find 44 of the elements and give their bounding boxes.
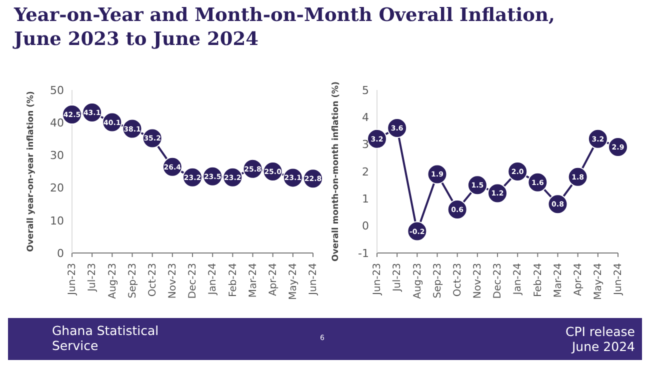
x-tick-label: Mar-24: [552, 263, 564, 298]
y-tick-label: 30: [50, 149, 64, 162]
x-tick-label: Oct-23: [452, 263, 464, 297]
x-tick-label: Apr-24: [572, 263, 584, 296]
x-tick-label: Jun-23: [372, 263, 384, 296]
x-tick-label: Jun-23: [67, 263, 78, 296]
y-tick-label: 3: [362, 138, 369, 152]
y-tick-label: 20: [50, 182, 64, 195]
y-tick-label: 5: [362, 84, 369, 97]
text: Ghana Statistical Service: [52, 323, 160, 353]
y-tick-label: 1: [362, 192, 369, 206]
x-tick-label: Aug-23: [412, 263, 424, 299]
x-tick-label: May-24: [593, 263, 604, 300]
x-tick-label: Jan-24: [208, 263, 219, 296]
x-tick-label: Feb-24: [228, 263, 239, 298]
x-tick-label: Jul-23: [87, 263, 98, 292]
x-tick-label: Nov-23: [168, 263, 179, 299]
x-tick-label: Jun-24: [308, 263, 320, 296]
x-tick-label: Nov-23: [472, 263, 484, 299]
y-tick-label: 50: [50, 84, 64, 97]
x-tick-label: May-24: [288, 263, 300, 300]
x-tick-label: Apr-24: [268, 263, 279, 296]
x-tick-label: Aug-23: [107, 263, 118, 299]
y-tick-label: 40: [50, 116, 64, 130]
y-axis-title: Overall month-on-month inflation (%): [331, 81, 342, 262]
x-tick-label: Mar-24: [248, 263, 259, 298]
text: CPI release June 2024: [564, 324, 635, 354]
x-tick-label: Jan-24: [512, 263, 524, 296]
x-tick-label: Dec-23: [188, 263, 199, 299]
chart-title: Year-on-Year and Month-on-Month Overall Inflation, June 2023 to June 2024: [14, 4, 556, 52]
y-tick-label: 0: [57, 246, 64, 260]
y-tick-label: 2: [362, 165, 369, 178]
y-tick-label: 4: [362, 111, 369, 124]
y-tick-label: 10: [50, 214, 64, 228]
y-axis-title: Overall year-on-year inflation (%): [26, 91, 36, 252]
y-tick-label: 0: [362, 220, 369, 233]
x-tick-label: Feb-24: [532, 263, 544, 298]
x-tick-label: Oct-23: [147, 263, 158, 297]
x-tick-label: Sep-23: [127, 263, 138, 298]
x-tick-label: Dec-23: [492, 263, 504, 299]
x-tick-label: Sep-23: [432, 263, 444, 298]
x-tick-label: Jul-23: [392, 263, 404, 292]
y-tick-label: -1: [358, 246, 369, 260]
x-tick-label: Jun-24: [613, 263, 624, 296]
